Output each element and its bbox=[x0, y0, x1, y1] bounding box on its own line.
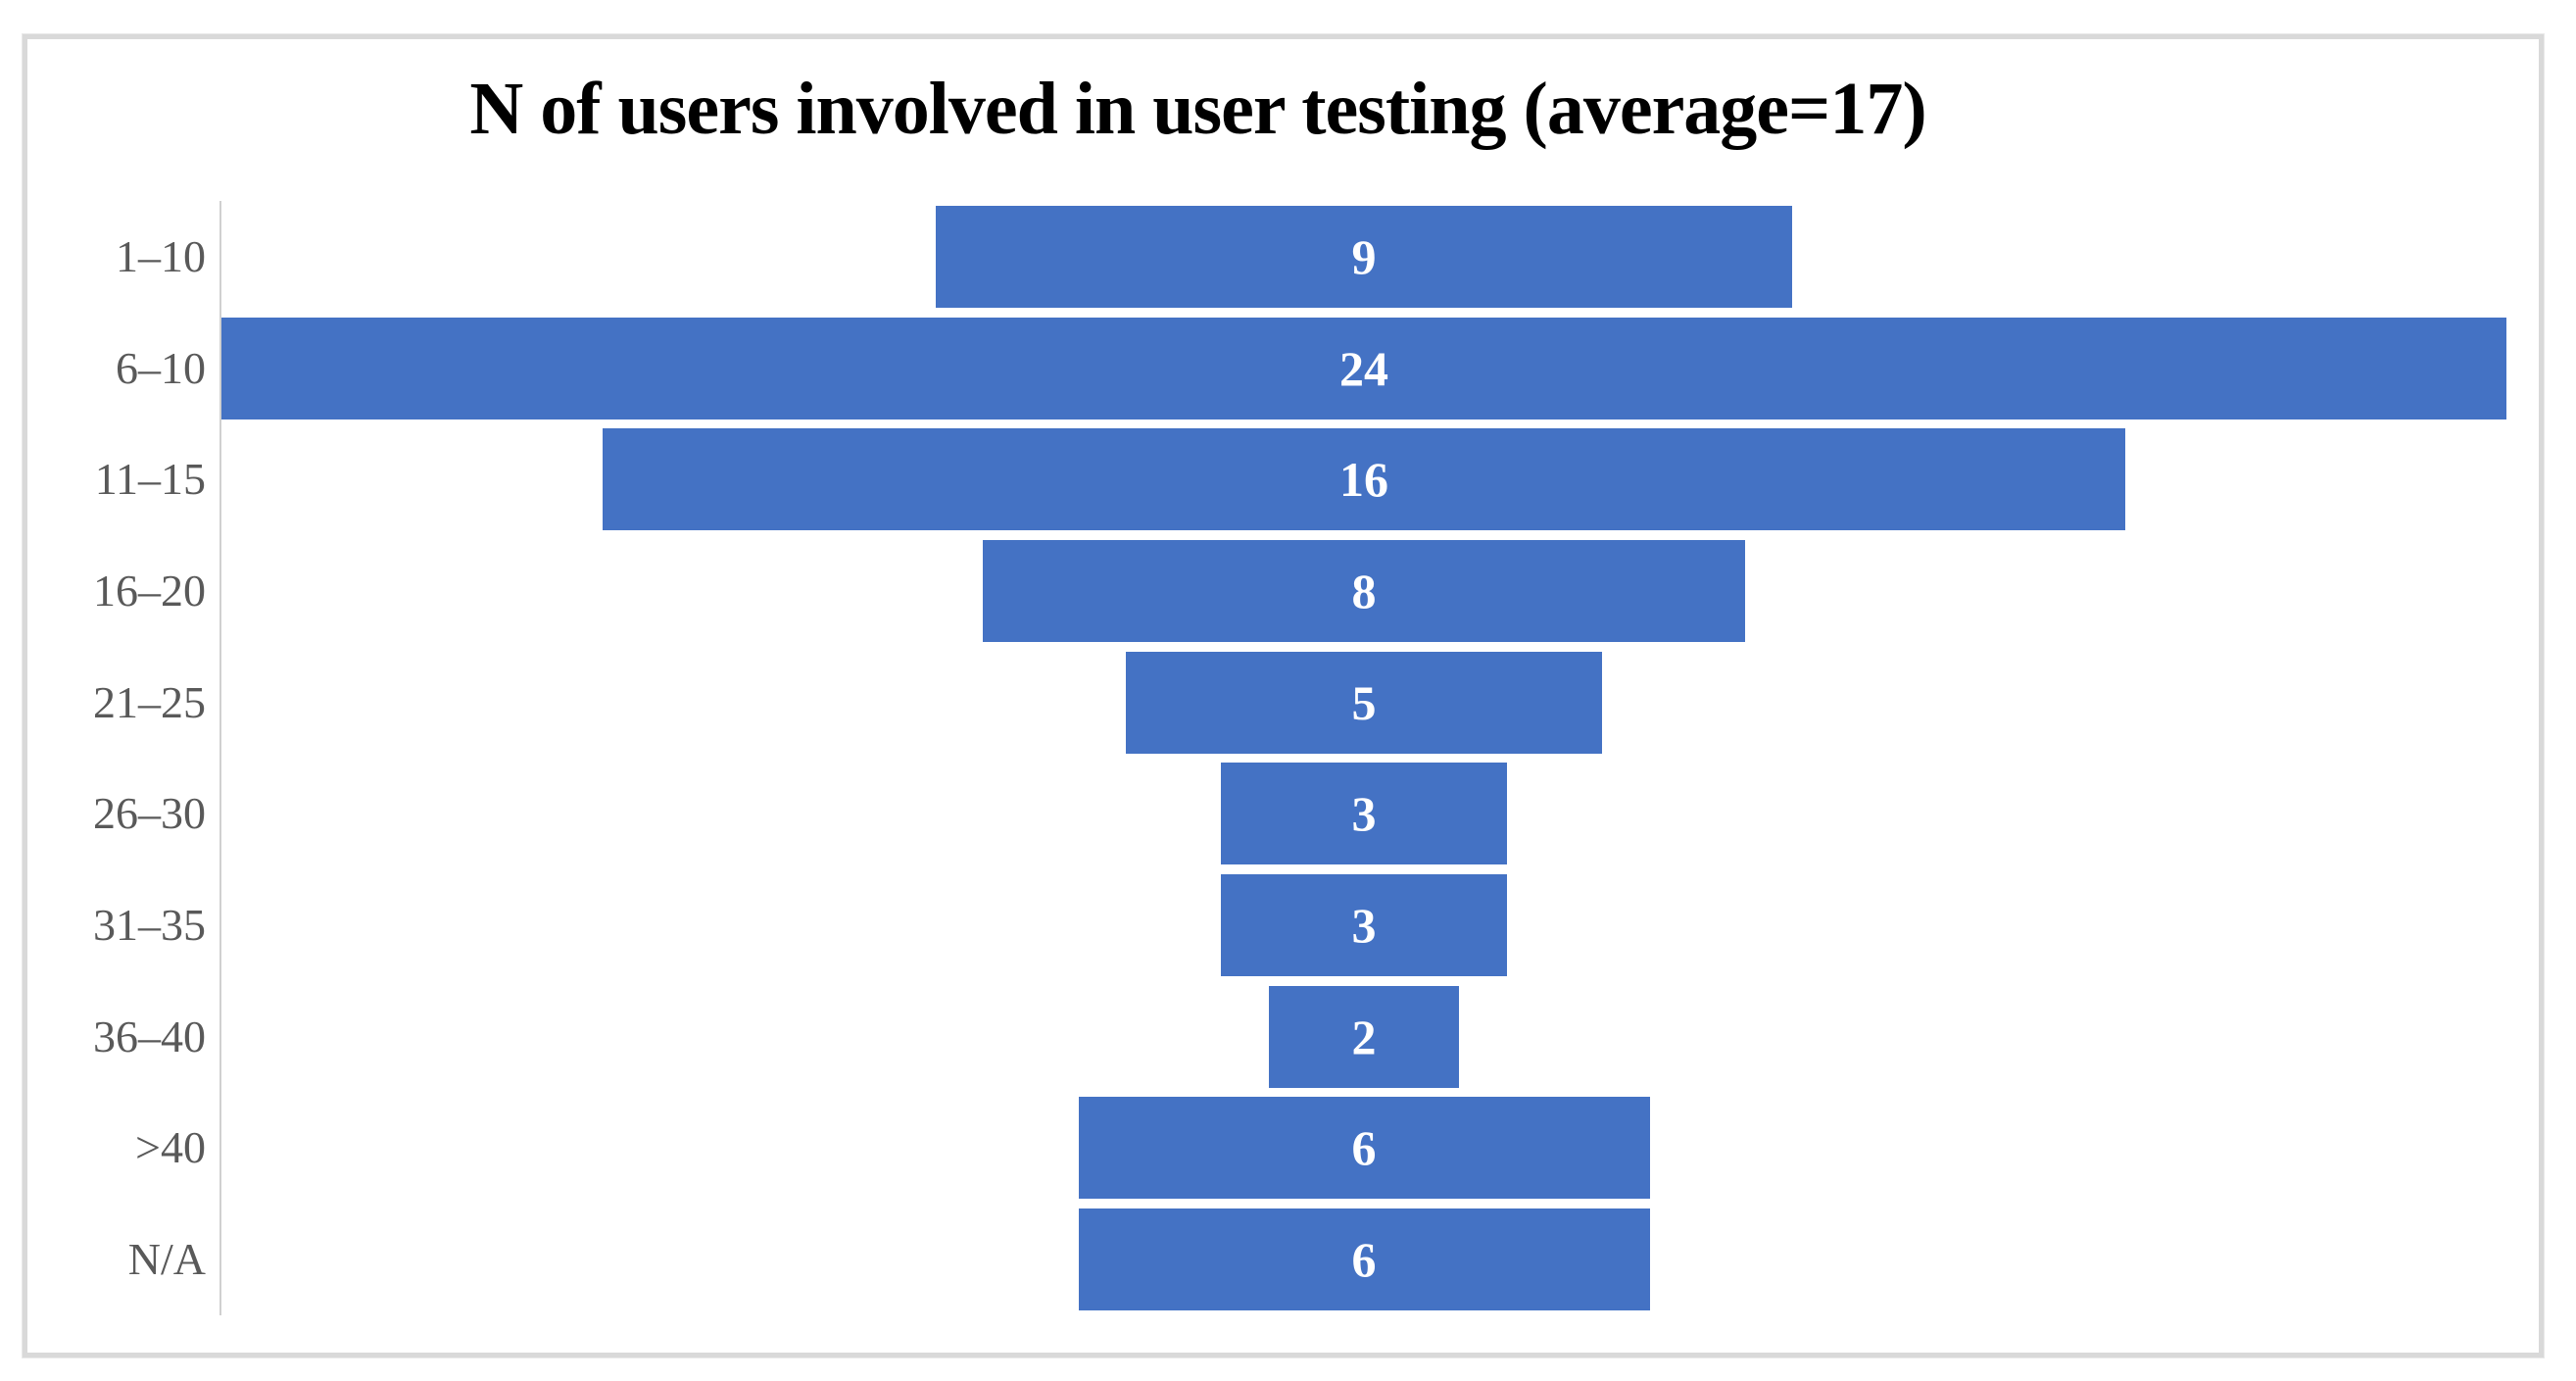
bar: 16 bbox=[602, 428, 2126, 531]
bar: 3 bbox=[1221, 874, 1507, 977]
category-label: 1–10 bbox=[116, 230, 206, 281]
plot-area: 9 24 16 8 5 3 3 2 6 6 bbox=[221, 201, 2506, 1315]
category-label: 21–25 bbox=[93, 676, 206, 727]
category-label: 11–15 bbox=[94, 454, 206, 505]
bar-row: 5 bbox=[221, 647, 2506, 759]
value-label: 6 bbox=[1351, 1232, 1377, 1288]
category-label: N/A bbox=[127, 1234, 206, 1285]
bar-row: 2 bbox=[221, 981, 2506, 1093]
bar: 9 bbox=[935, 205, 1793, 308]
value-label: 3 bbox=[1351, 786, 1377, 842]
value-label: 3 bbox=[1351, 898, 1377, 954]
category-label: 26–30 bbox=[93, 788, 206, 839]
category-label: >40 bbox=[135, 1122, 206, 1173]
value-label: 8 bbox=[1351, 563, 1377, 618]
category-label: 6–10 bbox=[116, 342, 206, 393]
bar-row: 8 bbox=[221, 535, 2506, 647]
category-label: 16–20 bbox=[93, 565, 206, 616]
bar-row: 3 bbox=[221, 869, 2506, 981]
bar: 6 bbox=[1078, 1097, 1650, 1200]
axis-line bbox=[219, 201, 221, 1315]
value-label: 5 bbox=[1351, 674, 1377, 730]
bar: 5 bbox=[1126, 651, 1602, 754]
bar: 24 bbox=[221, 317, 2506, 419]
bar-row: 6 bbox=[221, 1093, 2506, 1205]
bar: 3 bbox=[1221, 763, 1507, 865]
bar-row: 16 bbox=[221, 423, 2506, 535]
category-label: 31–35 bbox=[93, 900, 206, 951]
value-label: 2 bbox=[1351, 1009, 1377, 1064]
value-label: 24 bbox=[1339, 340, 1388, 396]
bar-row: 24 bbox=[221, 313, 2506, 424]
bar: 8 bbox=[983, 539, 1745, 642]
chart-frame: N of users involved in user testing (ave… bbox=[23, 34, 2544, 1357]
value-label: 9 bbox=[1351, 228, 1377, 284]
value-label: 6 bbox=[1351, 1120, 1377, 1176]
bar: 2 bbox=[1268, 985, 1460, 1088]
value-label: 16 bbox=[1339, 452, 1388, 508]
category-axis: 1–10 6–10 11–15 16–20 21–25 26–30 31–35 36–40 >4… bbox=[27, 201, 206, 1315]
bar-row: 6 bbox=[221, 1204, 2506, 1315]
bar: 6 bbox=[1078, 1208, 1650, 1311]
bar-row: 9 bbox=[221, 201, 2506, 313]
bar-row: 3 bbox=[221, 759, 2506, 870]
chart-title: N of users involved in user testing (ave… bbox=[469, 68, 1926, 150]
category-label: 36–40 bbox=[93, 1011, 206, 1061]
